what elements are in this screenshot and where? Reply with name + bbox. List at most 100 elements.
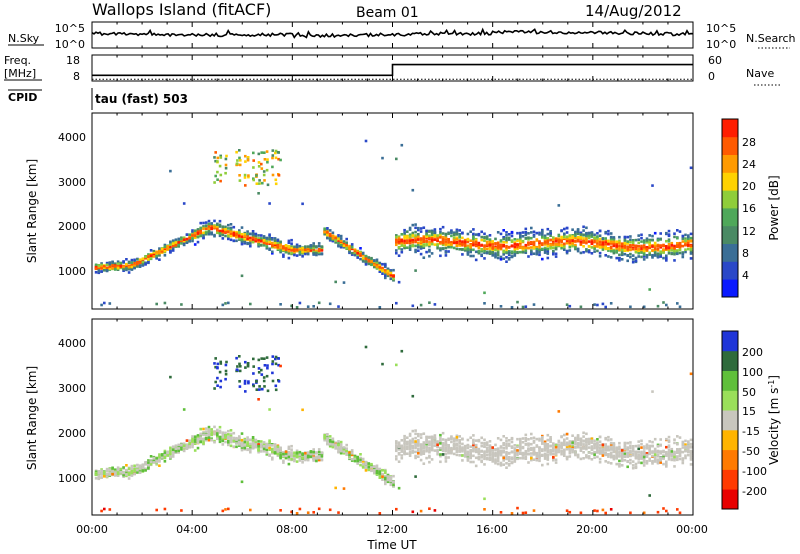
velocity-pixel	[348, 453, 351, 457]
velocity-pixel	[254, 443, 258, 447]
velocity-pixel	[530, 442, 533, 446]
power-pixel	[328, 302, 332, 306]
velocity-pixel	[375, 469, 379, 473]
power-pixel	[339, 241, 343, 245]
power-pixel	[271, 156, 274, 160]
velocity-pixel	[466, 459, 470, 462]
velocity-pixel	[163, 455, 167, 459]
velocity-pixel	[574, 446, 577, 449]
velocity-pixel	[620, 464, 624, 467]
power-pixel	[309, 249, 313, 252]
power-pixel	[596, 239, 599, 243]
power-pixel	[452, 236, 456, 239]
power-pixel	[629, 235, 632, 238]
velocity-pixel	[629, 461, 632, 465]
power-pixel	[276, 248, 280, 251]
velocity-pixel	[642, 445, 646, 448]
velocity-pixel	[527, 461, 530, 464]
velocity-pixel	[171, 448, 175, 451]
power-pixel	[554, 243, 558, 246]
power-pixel	[585, 237, 588, 240]
velocity-pixel	[202, 442, 205, 445]
power-pixel	[439, 234, 442, 237]
power-pixel	[659, 246, 662, 249]
colorbar-cell	[722, 172, 738, 191]
velocity-pixel	[240, 438, 244, 442]
velocity-pixel	[229, 440, 233, 444]
power-pixel	[538, 233, 541, 236]
power-pixel	[108, 265, 112, 268]
power-pixel	[389, 277, 393, 281]
power-pixel	[309, 246, 313, 249]
velocity-pixel	[524, 455, 528, 458]
velocity-pixel	[458, 448, 461, 452]
velocity-pixel	[582, 435, 585, 438]
velocity-pixel	[430, 441, 434, 444]
power-pixel	[364, 139, 368, 143]
velocity-pixel	[648, 459, 651, 462]
power-pixel	[568, 245, 572, 249]
velocity-pixel	[395, 507, 398, 511]
velocity-pixel	[428, 443, 431, 446]
power-pixel	[425, 229, 428, 233]
power-pixel	[651, 184, 654, 187]
power-pixel	[219, 173, 223, 177]
velocity-pixel	[268, 441, 271, 444]
power-pixel	[665, 256, 668, 260]
velocity-pixel	[651, 440, 654, 444]
velocity-pixel	[155, 508, 158, 512]
power-pixel	[450, 245, 453, 249]
velocity-pixel	[279, 446, 282, 450]
power-pixel	[452, 241, 456, 245]
velocity-pixel	[510, 436, 514, 440]
velocity-pixel	[491, 454, 494, 458]
velocity-pixel	[477, 450, 481, 454]
velocity-pixel	[225, 360, 228, 364]
velocity-pixel	[623, 458, 627, 462]
velocity-pixel	[422, 442, 426, 446]
power-pixel	[403, 228, 406, 232]
power-pixel	[620, 248, 624, 252]
velocity-pixel	[480, 456, 483, 459]
power-pixel	[238, 179, 242, 182]
power-pixel	[417, 238, 420, 241]
velocity-pixel	[403, 434, 406, 438]
velocity-pixel	[274, 355, 278, 359]
velocity-pixel	[609, 508, 613, 511]
velocity-pixel	[158, 453, 161, 456]
velocity-pixel	[419, 436, 423, 439]
power-pixel	[428, 301, 431, 304]
power-pixel	[317, 249, 321, 253]
velocity-pixel	[392, 483, 395, 487]
velocity-pixel	[620, 458, 624, 461]
power-pixel	[232, 233, 236, 237]
velocity-pixel	[466, 452, 470, 455]
power-pixel	[689, 232, 693, 236]
velocity-pixel	[257, 398, 260, 401]
power-pixel	[689, 252, 693, 255]
power-pixel	[367, 259, 371, 263]
power-pixel	[378, 261, 382, 265]
power-pixel	[687, 241, 690, 245]
velocity-pixel	[466, 457, 470, 460]
power-pixel	[350, 245, 354, 249]
velocity-pixel	[216, 432, 219, 435]
power-pixel	[255, 182, 259, 185]
velocity-pixel	[133, 468, 136, 471]
power-pixel	[612, 237, 616, 241]
velocity-pixel	[568, 450, 572, 453]
velocity-pixel	[530, 458, 533, 462]
velocity-pixel	[125, 470, 128, 474]
power-pixel	[152, 255, 156, 258]
power-pixel	[395, 235, 398, 239]
velocity-pixel	[227, 433, 230, 436]
velocity-pixel	[240, 441, 244, 445]
power-pixel	[125, 268, 128, 272]
velocity-pixel	[373, 469, 376, 473]
power-pixel	[221, 237, 225, 240]
velocity-pixel	[166, 451, 169, 455]
velocity-pixel	[149, 460, 153, 464]
power-pixel	[202, 221, 205, 225]
power-pixel	[403, 233, 406, 237]
power-pixel	[582, 251, 585, 254]
